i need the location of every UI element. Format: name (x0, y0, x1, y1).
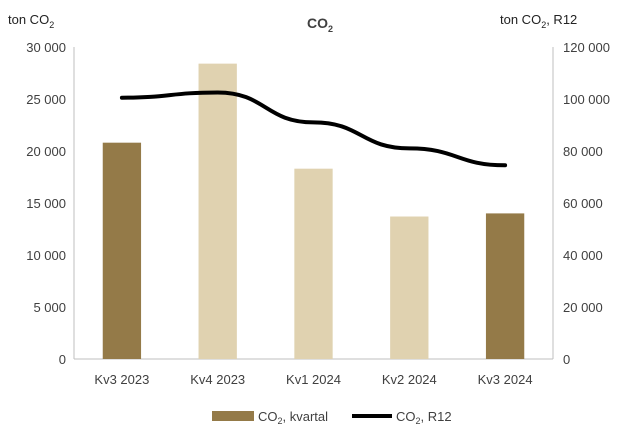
left-tick-label: 25 000 (26, 92, 66, 107)
right-tick-label: 100 000 (563, 92, 610, 107)
x-tick-label: Kv4 2023 (190, 372, 245, 387)
line-point (504, 164, 506, 166)
legend-label-line: CO2, R12 (396, 409, 452, 426)
series-line-r12 (119, 90, 508, 168)
left-axis-title: ton CO2 (8, 12, 54, 30)
bar (198, 63, 237, 359)
bar (102, 142, 142, 359)
right-tick-label: 80 000 (563, 144, 603, 159)
x-tick-label: Kv1 2024 (286, 372, 341, 387)
x-tick-label: Kv3 2023 (94, 372, 149, 387)
right-tick-label: 60 000 (563, 196, 603, 211)
legend-label-bar: CO2, kvartal (258, 409, 328, 426)
tick-labels: 0 5 000 10 000 15 000 20 000 25 000 30 000 0 20 … (26, 40, 610, 387)
line-point (313, 121, 314, 123)
x-tick-label: Kv3 2024 (478, 372, 533, 387)
bar (294, 168, 333, 359)
right-tick-label: 20 000 (563, 300, 603, 315)
right-tick-label: 0 (563, 352, 570, 367)
left-tick-label: 20 000 (26, 144, 66, 159)
left-tick-label: 15 000 (26, 196, 66, 211)
left-tick-label: 5 000 (33, 300, 66, 315)
legend: CO2, kvartal CO2, R12 (212, 409, 452, 426)
legend-swatch-bar (212, 411, 254, 421)
bar (390, 216, 429, 359)
right-axis-title: ton CO2, R12 (500, 12, 577, 30)
bar (485, 213, 525, 359)
left-tick-label: 0 (59, 352, 66, 367)
line-point (121, 97, 123, 99)
line-point (217, 92, 219, 93)
bar-series (102, 63, 525, 359)
line-point (408, 147, 410, 149)
right-tick-label: 40 000 (563, 248, 603, 263)
right-tick-label: 120 000 (563, 40, 610, 55)
left-tick-label: 30 000 (26, 40, 66, 55)
x-tick-label: Kv2 2024 (382, 372, 437, 387)
line-series (119, 90, 508, 168)
left-tick-label: 10 000 (26, 248, 66, 263)
chart-title: CO2 (307, 15, 333, 34)
